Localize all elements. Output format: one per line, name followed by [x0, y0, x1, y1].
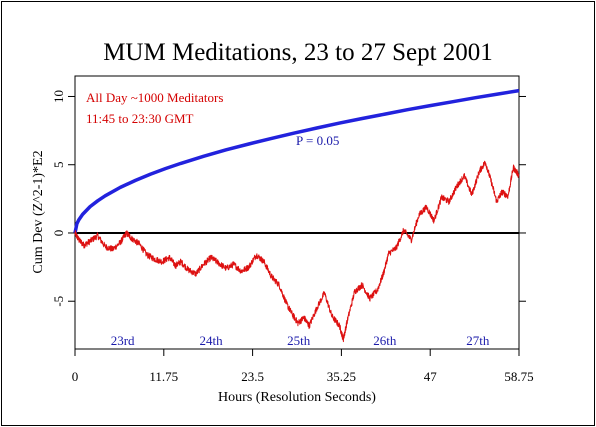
y-tick-label: 0: [51, 230, 66, 237]
x-axis-ticks: 0 11.75 23.5 35.25 47 58.75: [72, 349, 534, 384]
y-axis-ticks: -5 0 5 10: [51, 90, 526, 307]
probability-envelope-line: [73, 88, 520, 234]
day-label: 24th: [199, 333, 223, 348]
y-tick-label: -5: [51, 296, 66, 307]
x-tick-label: 11.75: [149, 369, 178, 384]
x-tick-label: 47: [424, 369, 438, 384]
series-layer: [73, 88, 520, 343]
y-tick-label: 10: [51, 90, 66, 103]
annotation-meditators: All Day ~1000 Meditators: [86, 90, 223, 105]
day-label: 23rd: [111, 333, 135, 348]
x-tick-label: 23.5: [241, 369, 264, 384]
day-label: 26th: [373, 333, 397, 348]
plot-frame: [74, 75, 520, 350]
annotation-time-range: 11:45 to 23:30 GMT: [86, 111, 194, 126]
x-tick-label: 58.75: [504, 369, 533, 384]
x-tick-label: 0: [72, 369, 79, 384]
day-label: 27th: [466, 333, 490, 348]
day-labels: 23rd 24th 25th 26th 27th: [111, 333, 490, 348]
day-label: 25th: [287, 333, 311, 348]
chart-title: MUM Meditations, 23 to 27 Sept 2001: [103, 39, 493, 66]
y-axis-label: Cum Dev (Z^2-1)*E2: [31, 150, 46, 273]
cumulative-deviation-line: [74, 160, 520, 343]
x-axis-label: Hours (Resolution Seconds): [218, 390, 376, 405]
annotation-probability: P = 0.05: [296, 133, 339, 148]
x-tick-label: 35.25: [327, 369, 356, 384]
y-tick-label: 5: [51, 161, 66, 168]
